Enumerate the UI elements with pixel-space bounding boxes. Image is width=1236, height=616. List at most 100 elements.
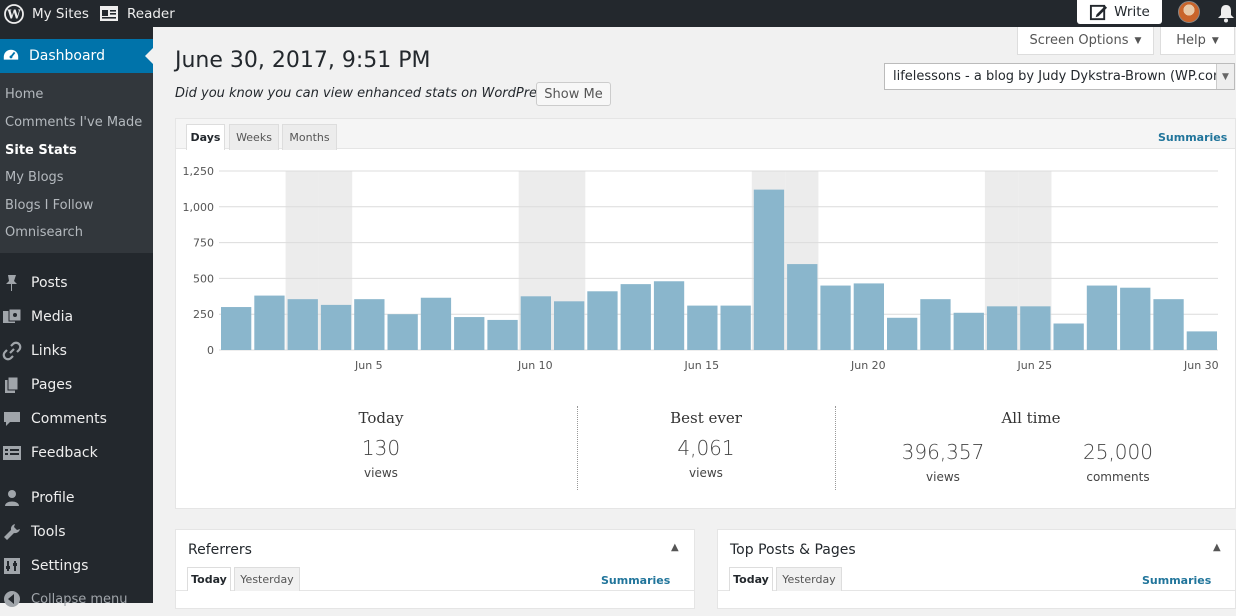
stat-best-value: 4,061: [677, 436, 735, 460]
show-me-button[interactable]: Show Me: [536, 82, 611, 106]
reader-link[interactable]: Reader: [99, 0, 175, 27]
bar-day-5: [354, 299, 385, 350]
wordpress-logo-icon: W: [4, 3, 24, 24]
reader-icon: [100, 5, 118, 21]
write-pencil-icon: [1090, 4, 1108, 20]
submenu-my-blogs[interactable]: My Blogs: [5, 170, 64, 185]
bar-day-8: [454, 317, 485, 350]
enhanced-stats-notice: Did you know you can view enhanced stats…: [175, 86, 590, 101]
tab-weeks[interactable]: Weeks: [229, 124, 279, 150]
dashboard-gauge-icon: [3, 49, 19, 60]
box-divider: [718, 590, 1235, 591]
dashboard-label: Dashboard: [29, 48, 105, 64]
collapse-toggle-icon[interactable]: ▲: [1213, 542, 1221, 553]
stat-best-unit: views: [689, 466, 723, 480]
bar-day-28: [1120, 287, 1151, 350]
bar-day-24: [986, 306, 1018, 350]
top-posts-summaries-link[interactable]: Summaries: [1142, 574, 1212, 587]
chart-x-axis: Jun 5 Jun 10 Jun 15 Jun 20 Jun 25 Jun 30: [354, 359, 1219, 372]
comment-bubble-icon: [4, 412, 20, 426]
stat-today-unit: views: [364, 466, 398, 480]
sidebar-item-tools[interactable]: Tools: [0, 515, 153, 549]
sidebar-item-profile[interactable]: Profile: [0, 481, 153, 515]
submenu-home[interactable]: Home: [5, 87, 44, 102]
summaries-link[interactable]: Summaries: [1158, 131, 1228, 144]
help-caret-icon: ▼: [1211, 35, 1219, 46]
submenu-comments-made[interactable]: Comments I've Made: [5, 115, 143, 130]
submenu-blogs-follow[interactable]: Blogs I Follow: [5, 198, 94, 213]
bar-day-20: [853, 283, 884, 350]
user-avatar[interactable]: [1178, 1, 1200, 23]
top-posts-tab-yesterday[interactable]: Yesterday: [776, 567, 842, 591]
referrers-title: Referrers: [188, 542, 252, 558]
my-sites-label: My Sites: [32, 5, 89, 22]
stat-today-value: 130: [361, 436, 401, 460]
write-button[interactable]: Write: [1077, 0, 1162, 24]
bar-day-19: [820, 285, 851, 350]
my-sites-link[interactable]: W My Sites: [4, 0, 89, 27]
stat-alltime-comments: 25,000 comments: [1053, 440, 1183, 484]
referrers-tab-yesterday[interactable]: Yesterday: [234, 567, 300, 591]
links-label: Links: [31, 343, 67, 359]
screen-options-button[interactable]: Screen Options ▼: [1017, 27, 1154, 55]
blog-select-value: lifelessons - a blog by Judy Dykstra-Bro…: [893, 69, 1231, 84]
bar-day-15: [687, 305, 718, 350]
stat-alltime-comments-unit: comments: [1086, 470, 1150, 484]
stat-alltime-comments-value: 25,000: [1083, 440, 1153, 464]
sidebar-item-media[interactable]: Media: [0, 300, 153, 334]
stats-divider: [577, 406, 578, 490]
referrers-box: Referrers ▲ Today Yesterday Summaries: [175, 529, 695, 609]
top-posts-box: Top Posts & Pages ▲ Today Yesterday Summ…: [717, 529, 1236, 609]
sidebar-item-feedback[interactable]: Feedback: [0, 436, 153, 470]
notifications-bell-icon[interactable]: [1216, 3, 1236, 23]
pushpin-icon: [6, 275, 17, 291]
pages-label: Pages: [31, 377, 73, 393]
x-tick-label: Jun 30: [1183, 359, 1219, 372]
box-divider: [176, 590, 694, 591]
bar-day-13: [620, 284, 651, 350]
media-label: Media: [31, 309, 74, 325]
stat-alltime-views-unit: views: [926, 470, 960, 484]
submenu-site-stats[interactable]: Site Stats: [5, 143, 77, 158]
bar-day-14: [653, 281, 685, 350]
user-icon: [5, 490, 19, 506]
tools-label: Tools: [31, 524, 66, 540]
submenu-omnisearch[interactable]: Omnisearch: [5, 225, 83, 240]
sidebar-item-links[interactable]: Links: [0, 334, 153, 368]
stat-today: Today 130 views: [316, 409, 446, 480]
referrers-summaries-link[interactable]: Summaries: [601, 574, 671, 587]
referrers-tab-today[interactable]: Today: [187, 567, 231, 591]
stat-best-ever: Best ever 4,061 views: [641, 409, 771, 480]
help-label: Help: [1176, 33, 1206, 48]
admin-sidebar: Dashboard Home Comments I've Made Site S…: [0, 27, 153, 607]
stats-panel: Days Weeks Months Summaries 0 250 500 750 1,…: [175, 118, 1236, 509]
collapse-toggle-icon[interactable]: ▲: [671, 542, 679, 553]
admin-bar: W My Sites Reader Write: [0, 0, 1236, 27]
blog-select[interactable]: lifelessons - a blog by Judy Dykstra-Bro…: [884, 63, 1235, 90]
stats-tabs-bar: Days Weeks Months Summaries: [176, 119, 1235, 150]
svg-text:W: W: [6, 7, 21, 21]
tab-days[interactable]: Days: [186, 124, 225, 150]
collapse-menu-button[interactable]: Collapse menu: [0, 582, 153, 616]
sidebar-item-settings[interactable]: Settings: [0, 549, 153, 583]
sidebar-item-pages[interactable]: Pages: [0, 368, 153, 402]
bar-day-26: [1053, 323, 1084, 350]
bar-day-17: [753, 189, 785, 350]
bar-day-11: [554, 301, 585, 350]
wrench-icon: [4, 524, 20, 540]
collapse-arrow-icon: [4, 591, 20, 607]
stat-alltime-views-value: 396,357: [901, 440, 985, 464]
bar-day-22: [920, 299, 951, 350]
tab-months[interactable]: Months: [282, 124, 337, 150]
sidebar-item-comments[interactable]: Comments: [0, 402, 153, 436]
bar-day-27: [1086, 285, 1118, 350]
stat-alltime-label: All time: [1001, 409, 1061, 427]
top-posts-tab-today[interactable]: Today: [729, 567, 773, 591]
y-tick-label: 500: [193, 272, 214, 285]
sidebar-item-posts[interactable]: Posts: [0, 266, 153, 300]
x-tick-label: Jun 15: [684, 359, 720, 372]
sidebar-item-dashboard[interactable]: Dashboard: [0, 39, 153, 73]
help-button[interactable]: Help ▼: [1160, 27, 1235, 55]
bar-day-7: [420, 297, 452, 350]
